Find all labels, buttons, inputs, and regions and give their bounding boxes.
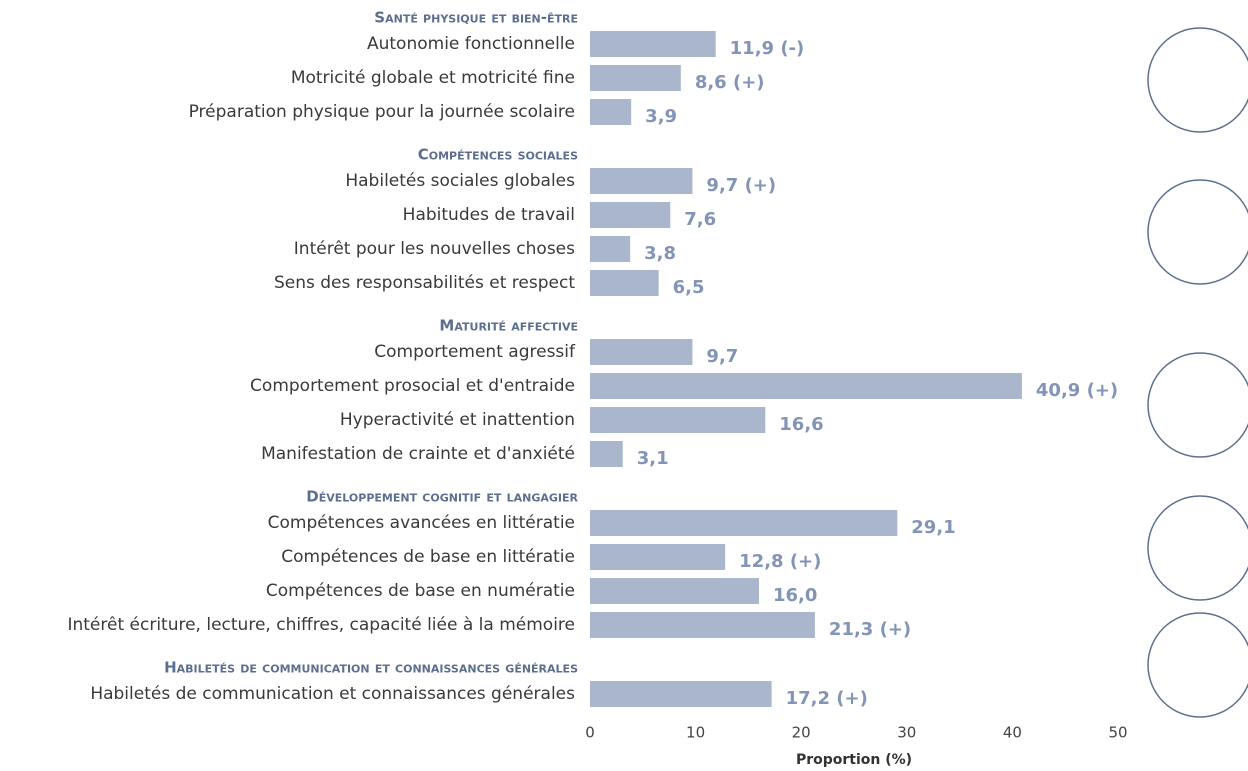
group-header: Compétences sociales (418, 146, 578, 164)
bar (590, 612, 815, 638)
x-axis-title: Proportion (%) (796, 752, 912, 768)
category-label: Habiletés sociales globales (345, 171, 575, 191)
group-header: Santé physique et bien-être (374, 9, 578, 27)
bar (590, 236, 631, 262)
bar (590, 339, 693, 365)
value-label: 3,8 (644, 243, 676, 264)
icon-circle (1147, 179, 1248, 285)
bar (590, 681, 772, 707)
value-label: 9,7 (706, 346, 738, 367)
x-tick-label: 10 (686, 724, 705, 742)
category-label: Habiletés de communication et connaissan… (90, 684, 575, 704)
category-label: Autonomie fonctionnelle (367, 34, 575, 54)
value-label: 8,6 (+) (695, 72, 765, 93)
category-label: Compétences de base en littératie (281, 547, 575, 567)
value-label: 3,1 (637, 448, 669, 469)
value-label: 29,1 (911, 517, 955, 538)
bar (590, 65, 681, 91)
value-label: 16,0 (773, 585, 817, 606)
bar (590, 99, 632, 125)
value-label: 11,9 (-) (730, 38, 805, 59)
bar (590, 544, 726, 570)
category-label: Hyperactivité et inattention (340, 410, 575, 430)
category-label: Compétences de base en numératie (266, 581, 575, 601)
icon-circle (1147, 352, 1248, 458)
group-header: Développement cognitif et langagier (306, 488, 578, 506)
value-label: 9,7 (+) (706, 175, 776, 196)
icon-circle (1147, 612, 1248, 718)
category-label: Intérêt pour les nouvelles choses (294, 239, 575, 259)
category-label: Sens des responsabilités et respect (274, 273, 575, 293)
bar (590, 578, 759, 604)
bar (590, 270, 659, 296)
bar (590, 373, 1022, 399)
bar (590, 407, 766, 433)
group-header: Maturité affective (439, 317, 578, 335)
bar (590, 202, 671, 228)
value-label: 7,6 (684, 209, 716, 230)
bar (590, 510, 898, 536)
value-label: 16,6 (779, 414, 823, 435)
bar (590, 31, 716, 57)
value-label: 17,2 (+) (786, 688, 868, 709)
bar (590, 441, 623, 467)
bar (590, 168, 693, 194)
category-label: Compétences avancées en littératie (268, 513, 575, 533)
value-label: 21,3 (+) (829, 619, 911, 640)
category-label: Comportement agressif (374, 342, 576, 362)
x-tick-label: 40 (1003, 724, 1022, 742)
x-tick-label: 50 (1108, 724, 1127, 742)
icons (1147, 27, 1248, 718)
x-tick-label: 30 (897, 724, 916, 742)
group-header: Habiletés de communication et connaissan… (164, 659, 578, 677)
category-label: Préparation physique pour la journée sco… (189, 102, 575, 122)
category-label: Comportement prosocial et d'entraide (250, 376, 575, 396)
value-label: 40,9 (+) (1036, 380, 1118, 401)
x-tick-label: 0 (585, 724, 595, 742)
value-label: 12,8 (+) (739, 551, 821, 572)
icon-circle (1147, 495, 1248, 601)
category-label: Manifestation de crainte et d'anxiété (261, 444, 575, 464)
x-tick-label: 20 (792, 724, 811, 742)
value-label: 3,9 (645, 106, 677, 127)
category-label: Intérêt écriture, lecture, chiffres, cap… (67, 615, 575, 635)
icon-circle (1147, 27, 1248, 133)
category-label: Motricité globale et motricité fine (291, 68, 575, 88)
value-label: 6,5 (673, 277, 705, 298)
category-label: Habitudes de travail (403, 205, 575, 225)
